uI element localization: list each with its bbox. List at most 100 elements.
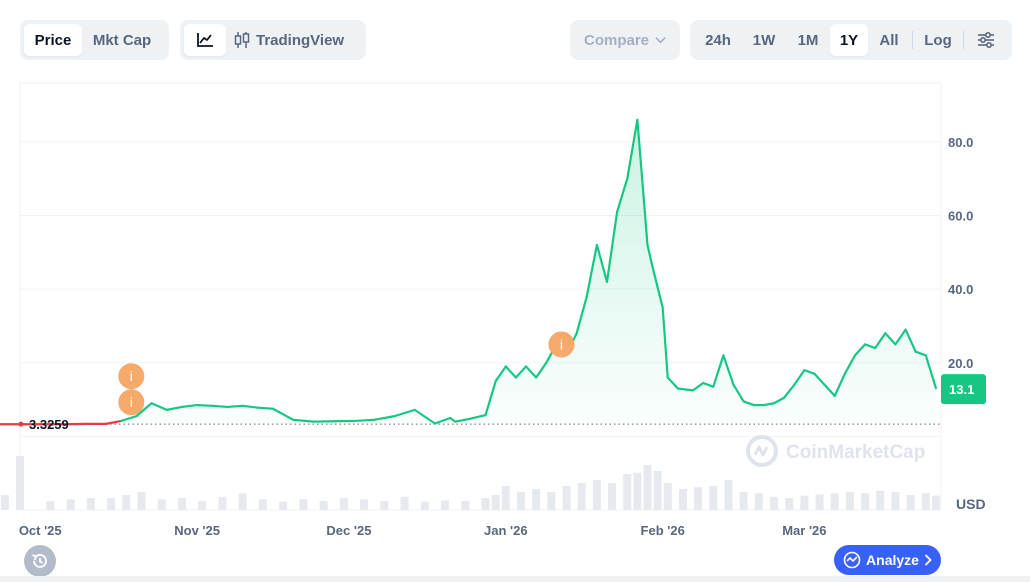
price-line-segment bbox=[413, 408, 437, 425]
range-1y[interactable]: 1Y bbox=[830, 24, 868, 56]
price-line-segment bbox=[454, 417, 472, 423]
volume-bar bbox=[299, 499, 308, 510]
price-line-segment bbox=[120, 415, 138, 423]
price-line-segment bbox=[661, 306, 669, 379]
volume-bar bbox=[198, 501, 207, 510]
volume-bar bbox=[724, 480, 733, 510]
price-line-segment bbox=[646, 243, 654, 269]
volume-bar bbox=[739, 492, 748, 510]
x-tick-label: Dec '25 bbox=[326, 523, 371, 538]
volume-bar bbox=[592, 480, 601, 510]
volume-bar bbox=[709, 486, 718, 510]
price-line-segment bbox=[524, 365, 538, 379]
compare-dropdown[interactable]: Compare bbox=[570, 20, 680, 60]
analyze-icon bbox=[843, 551, 861, 569]
tradingview-button[interactable]: TradingView bbox=[226, 24, 352, 56]
tab-mkt-cap[interactable]: Mkt Cap bbox=[92, 31, 152, 49]
volume-bar bbox=[157, 499, 166, 510]
history-icon bbox=[32, 554, 47, 568]
currency-label: USD bbox=[956, 496, 986, 512]
event-marker[interactable]: i bbox=[118, 363, 145, 390]
tab-price[interactable]: Price bbox=[24, 24, 82, 56]
volume-bar bbox=[279, 501, 288, 510]
volume-bar bbox=[754, 493, 763, 510]
volume-bar bbox=[663, 483, 672, 510]
volume-bar bbox=[876, 490, 885, 510]
price-line-segment bbox=[914, 350, 927, 357]
price-line-segment bbox=[894, 328, 907, 346]
x-tick-label: Jan '26 bbox=[484, 523, 528, 538]
volume-bar bbox=[921, 493, 930, 510]
volume-bar bbox=[547, 492, 556, 510]
price-line-segment bbox=[616, 177, 629, 213]
price-line-segment bbox=[494, 365, 507, 383]
price-line-segment bbox=[241, 404, 259, 409]
price-line-segment bbox=[813, 372, 826, 386]
event-marker-circle bbox=[118, 389, 145, 416]
bottom-divider bbox=[0, 576, 1030, 582]
volume-bar bbox=[861, 493, 870, 510]
price-line-segment bbox=[585, 243, 598, 298]
price-line-segment bbox=[904, 328, 917, 353]
divider bbox=[963, 31, 964, 49]
volume-bar bbox=[461, 501, 470, 510]
y-tick-label: 80.0 bbox=[948, 135, 973, 150]
price-line-segment bbox=[514, 365, 528, 379]
price-line-segment bbox=[196, 403, 214, 407]
event-marker[interactable]: i bbox=[548, 331, 575, 358]
volume-bar bbox=[46, 501, 55, 510]
line-chart-button[interactable] bbox=[184, 24, 226, 56]
range-24h[interactable]: 24h bbox=[705, 31, 731, 49]
range-all[interactable]: All bbox=[879, 31, 899, 49]
range-1m[interactable]: 1M bbox=[797, 31, 819, 49]
price-line-segment bbox=[373, 415, 396, 421]
baseline-marker bbox=[18, 421, 24, 427]
price-line-segment bbox=[823, 383, 836, 397]
volume-bar bbox=[16, 456, 24, 510]
range-1w[interactable]: 1W bbox=[752, 31, 776, 49]
volume-bar bbox=[339, 498, 348, 510]
volume-bar bbox=[319, 501, 328, 510]
price-line-segment bbox=[636, 118, 649, 247]
volume-bar bbox=[785, 498, 794, 510]
log-scale-toggle[interactable]: Log bbox=[924, 31, 952, 49]
divider bbox=[912, 31, 913, 49]
price-line-segment bbox=[575, 295, 588, 335]
analyze-label: Analyze bbox=[866, 552, 919, 568]
x-tick-label: Mar '26 bbox=[782, 523, 826, 538]
volume-bar bbox=[845, 492, 854, 510]
analyze-button[interactable]: Analyze bbox=[834, 545, 941, 575]
volume-bar bbox=[633, 472, 642, 510]
tradingview-label: TradingView bbox=[256, 31, 345, 49]
volume-bar bbox=[400, 496, 409, 510]
volume-bar bbox=[107, 498, 116, 510]
info-icon: i bbox=[130, 394, 133, 410]
plot-frame bbox=[19, 82, 942, 511]
y-tick-label: 60.0 bbox=[948, 209, 973, 224]
chart-settings-button[interactable] bbox=[966, 24, 1006, 56]
history-button[interactable] bbox=[24, 545, 56, 577]
price-line-segment bbox=[180, 403, 199, 409]
volume-bar bbox=[481, 498, 490, 510]
info-icon: i bbox=[560, 336, 563, 352]
volume-bar bbox=[678, 489, 687, 510]
event-marker[interactable]: i bbox=[118, 389, 145, 416]
volume-bar bbox=[258, 499, 267, 510]
volume-bar bbox=[491, 495, 500, 510]
price-line-segment bbox=[803, 369, 816, 375]
volume-bar bbox=[643, 465, 652, 510]
event-marker-circle bbox=[548, 331, 575, 358]
price-line-segment bbox=[853, 343, 867, 357]
price-line-segment bbox=[843, 354, 857, 375]
price-line-segment bbox=[691, 381, 705, 392]
volume-bar bbox=[441, 500, 450, 510]
current-price-badge bbox=[941, 374, 986, 405]
price-line-segment bbox=[595, 243, 609, 283]
event-marker-circle bbox=[118, 363, 145, 390]
compare-button[interactable]: Compare bbox=[574, 24, 676, 56]
volume-bar bbox=[0, 495, 9, 510]
volume-bar bbox=[86, 498, 95, 510]
volume-bar bbox=[653, 471, 662, 510]
price-line-segment bbox=[924, 354, 938, 390]
